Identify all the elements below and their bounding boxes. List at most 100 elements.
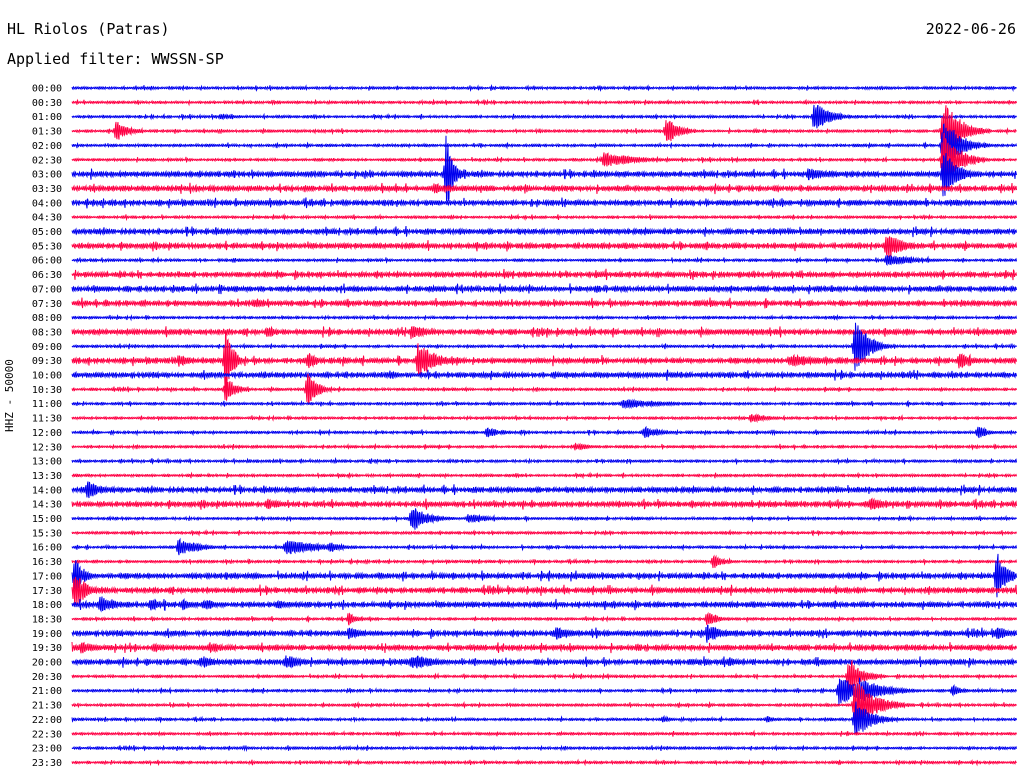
row-time-label: 16:30: [32, 557, 62, 568]
row-time-label: 21:00: [32, 686, 62, 697]
row-time-label: 18:30: [32, 614, 62, 625]
trace-row-0330: [71, 182, 1017, 195]
row-time-label: 12:00: [32, 428, 62, 439]
row-time-label: 17:30: [32, 586, 62, 597]
trace-row-1000: [71, 369, 1017, 381]
trace-row-1530: [71, 528, 1017, 537]
row-time-label: 03:30: [32, 184, 62, 195]
trace-row-1100: [71, 398, 1017, 410]
trace-group: [71, 84, 1017, 767]
row-time-label: 00:00: [32, 84, 62, 95]
row-time-label: 23:00: [32, 744, 62, 755]
station-title: HL Riolos (Patras): [7, 20, 170, 38]
trace-row-0100: [71, 104, 1017, 129]
row-time-label: 20:00: [32, 658, 62, 669]
trace-row-1230: [71, 442, 1017, 451]
row-time-label: 02:30: [32, 155, 62, 166]
trace-row-2030: [71, 660, 1017, 693]
trace-row-1900: [71, 624, 1017, 643]
trace-row-1300: [71, 457, 1017, 466]
row-time-label: 14:00: [32, 485, 62, 496]
row-time-label: 07:00: [32, 284, 62, 295]
row-time-label: 11:00: [32, 399, 62, 410]
trace-row-1730: [71, 576, 1017, 607]
row-time-label: 01:30: [32, 127, 62, 138]
trace-row-0830: [71, 325, 1017, 340]
row-time-label: 13:00: [32, 457, 62, 468]
row-time-label: 19:00: [32, 629, 62, 640]
trace-row-1700: [71, 553, 1017, 598]
trace-row-0600: [71, 254, 1017, 266]
row-time-label: 20:30: [32, 672, 62, 683]
trace-row-1800: [71, 596, 1017, 613]
row-time-label: 22:30: [32, 729, 62, 740]
row-time-label: 07:30: [32, 299, 62, 310]
trace-row-2300: [71, 744, 1017, 752]
trace-row-0500: [71, 225, 1017, 238]
row-time-label: 04:00: [32, 198, 62, 209]
row-time-label: 19:30: [32, 643, 62, 654]
row-time-label: 11:30: [32, 414, 62, 425]
trace-row-2100: [71, 677, 1017, 706]
trace-row-1030: [71, 373, 1017, 405]
trace-row-2330: [71, 758, 1017, 767]
trace-row-0430: [71, 213, 1017, 222]
row-time-label: 17:00: [32, 571, 62, 582]
row-time-label: 22:00: [32, 715, 62, 726]
date-label: 2022-06-26: [925, 20, 1016, 38]
row-time-label: 05:30: [32, 241, 62, 252]
row-time-label: 08:00: [32, 313, 62, 324]
trace-row-0230: [71, 133, 1017, 185]
row-time-label: 06:30: [32, 270, 62, 281]
tick-label-group: 00:00 00:30 01:00 01:30 02:00 02:30 03:00 03:30…: [32, 84, 62, 769]
trace-row-1400: [71, 481, 1017, 499]
trace-row-0800: [71, 313, 1017, 322]
row-time-label: 09:30: [32, 356, 62, 367]
row-time-label: 10:30: [32, 385, 62, 396]
trace-row-0130: [71, 105, 1017, 156]
row-time-label: 16:00: [32, 543, 62, 554]
row-time-label: 03:00: [32, 170, 62, 181]
trace-row-2000: [71, 655, 1017, 669]
trace-row-0530: [71, 236, 1017, 258]
row-time-label: 13:30: [32, 471, 62, 482]
row-time-label: 12:30: [32, 442, 62, 453]
trace-row-1930: [71, 641, 1017, 654]
trace-row-0300: [71, 135, 1017, 202]
trace-row-1430: [71, 497, 1017, 510]
trace-row-0400: [71, 197, 1017, 209]
row-time-label: 15:30: [32, 528, 62, 539]
trace-row-0700: [71, 283, 1017, 295]
trace-row-1330: [71, 471, 1017, 480]
row-time-label: 06:00: [32, 256, 62, 267]
trace-row-2230: [71, 729, 1017, 738]
trace-row-1830: [71, 611, 1017, 626]
trace-row-1130: [71, 413, 1017, 424]
trace-row-0000: [71, 84, 1017, 92]
row-time-label: 21:30: [32, 701, 62, 712]
row-time-label: 14:30: [32, 500, 62, 511]
filter-label: Applied filter: WWSSN-SP: [7, 50, 224, 68]
row-time-label: 09:00: [32, 342, 62, 353]
row-time-label: 05:00: [32, 227, 62, 238]
row-time-label: 04:30: [32, 213, 62, 224]
trace-row-1500: [71, 508, 1017, 530]
trace-row-1630: [71, 554, 1017, 569]
row-time-label: 18:00: [32, 600, 62, 611]
row-time-label: 02:00: [32, 141, 62, 152]
trace-row-0030: [71, 98, 1017, 107]
trace-row-0200: [71, 123, 1017, 173]
row-time-label: 15:00: [32, 514, 62, 525]
trace-row-2200: [71, 701, 1017, 736]
row-time-label: 08:30: [32, 327, 62, 338]
row-time-label: 00:30: [32, 98, 62, 109]
row-time-label: 01:00: [32, 112, 62, 123]
trace-row-1200: [71, 425, 1017, 439]
trace-row-0930: [71, 329, 1017, 391]
trace-row-0730: [71, 297, 1017, 309]
row-time-label: 10:00: [32, 371, 62, 382]
trace-row-0630: [71, 268, 1017, 281]
row-time-label: 23:30: [32, 758, 62, 769]
trace-row-1600: [71, 537, 1017, 556]
